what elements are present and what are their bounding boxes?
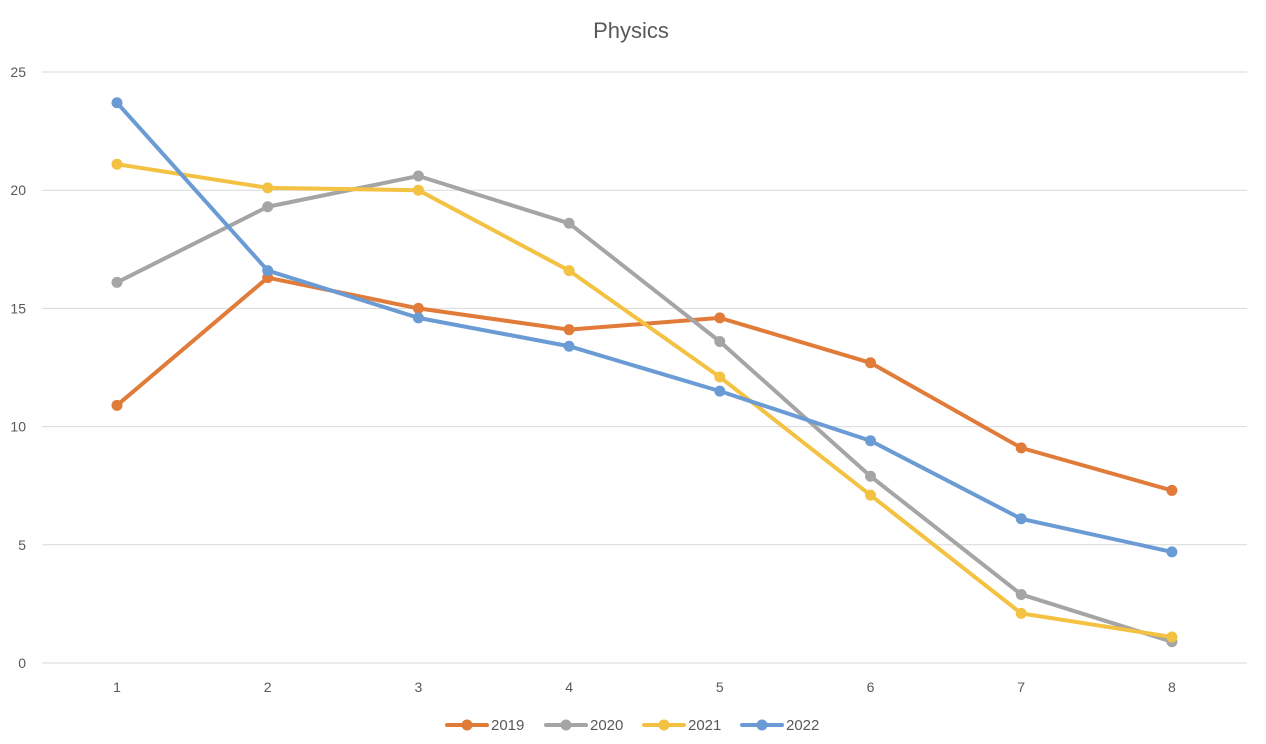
y-tick-label: 10 — [10, 419, 26, 435]
data-point — [714, 312, 726, 324]
y-tick-label: 15 — [10, 300, 26, 316]
series-2019 — [111, 272, 1178, 496]
x-tick-label: 6 — [867, 679, 875, 695]
y-tick-label: 25 — [10, 64, 26, 80]
x-tick-label: 8 — [1168, 679, 1176, 695]
y-axis: 0 5 10 15 20 25 — [10, 64, 26, 671]
data-point — [1015, 513, 1027, 525]
legend: 2019 2020 2021 2022 — [445, 717, 819, 734]
data-point — [412, 312, 424, 324]
series-2020 — [111, 170, 1178, 648]
data-point — [111, 276, 123, 288]
legend-label: 2020 — [590, 717, 623, 734]
series-line — [115, 100, 1174, 554]
data-point — [563, 324, 575, 336]
data-point — [262, 265, 274, 277]
data-point — [412, 184, 424, 196]
data-point — [714, 371, 726, 383]
data-point — [1166, 484, 1178, 496]
data-point — [865, 489, 876, 501]
y-tick-label: 0 — [18, 655, 26, 671]
x-tick-label: 7 — [1017, 679, 1025, 695]
chart-title: Physics — [593, 18, 669, 43]
data-point — [412, 302, 424, 314]
data-point — [714, 385, 726, 397]
data-point — [865, 357, 876, 369]
y-tick-label: 5 — [18, 537, 26, 553]
series-2021 — [111, 158, 1178, 643]
data-point — [865, 470, 876, 482]
legend-label: 2021 — [688, 717, 721, 734]
data-point — [262, 201, 274, 213]
x-tick-label: 5 — [716, 679, 724, 695]
legend-item: 2021 — [642, 717, 721, 734]
series-line — [115, 275, 1174, 493]
data-point — [865, 435, 876, 447]
y-tick-label: 20 — [10, 182, 26, 198]
data-point — [1166, 631, 1178, 643]
legend-label: 2019 — [491, 717, 524, 734]
data-point — [111, 97, 123, 109]
legend-swatch-marker — [461, 719, 473, 731]
legend-item: 2022 — [740, 717, 819, 734]
legend-swatch-marker — [560, 719, 572, 731]
x-axis: 1 2 3 4 5 6 7 8 — [113, 679, 1176, 695]
series-line — [115, 162, 1174, 639]
data-point — [1166, 546, 1178, 558]
legend-label: 2022 — [786, 717, 819, 734]
x-tick-label: 3 — [415, 679, 423, 695]
data-point — [563, 217, 575, 229]
legend-swatch-marker — [658, 719, 670, 731]
x-tick-label: 1 — [113, 679, 121, 695]
legend-item: 2020 — [544, 717, 623, 734]
gridlines — [42, 71, 1247, 664]
x-tick-label: 2 — [264, 679, 272, 695]
data-point — [1015, 607, 1027, 619]
data-point — [412, 170, 424, 182]
data-point — [563, 265, 575, 277]
data-point — [1015, 588, 1027, 600]
series-2022 — [111, 97, 1178, 558]
data-point — [563, 340, 575, 352]
legend-item: 2019 — [445, 717, 524, 734]
data-point — [111, 158, 123, 170]
data-point — [262, 182, 274, 194]
x-tick-label: 4 — [565, 679, 573, 695]
series-line — [115, 174, 1174, 644]
data-point — [1015, 442, 1027, 454]
legend-swatch-marker — [756, 719, 768, 731]
series-group — [111, 97, 1178, 648]
data-point — [111, 399, 123, 411]
data-point — [714, 335, 726, 347]
